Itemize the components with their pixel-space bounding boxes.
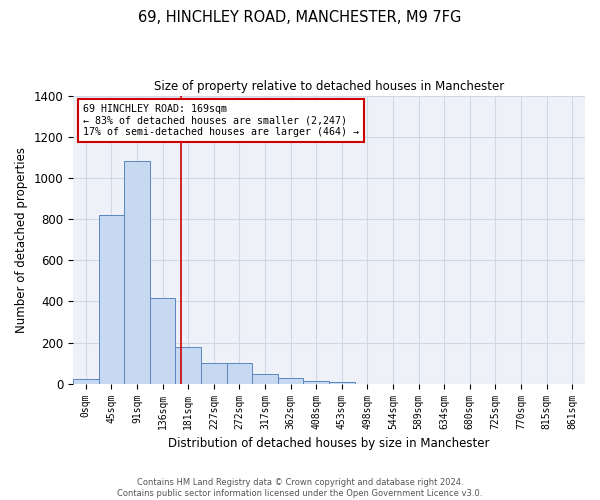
Bar (252, 374, 278, 384)
Bar (98, 215, 124, 384)
Bar (278, 378, 304, 384)
Bar (201, 363, 227, 384)
Bar (304, 380, 329, 384)
Bar (150, 298, 175, 384)
Bar (175, 346, 201, 384)
Y-axis label: Number of detached properties: Number of detached properties (15, 146, 28, 332)
Bar (124, 162, 150, 384)
Text: Contains HM Land Registry data © Crown copyright and database right 2024.
Contai: Contains HM Land Registry data © Crown c… (118, 478, 482, 498)
Text: 69 HINCHLEY ROAD: 169sqm
← 83% of detached houses are smaller (2,247)
17% of sem: 69 HINCHLEY ROAD: 169sqm ← 83% of detach… (83, 104, 359, 138)
Title: Size of property relative to detached houses in Manchester: Size of property relative to detached ho… (154, 80, 504, 93)
Bar (227, 363, 252, 384)
Bar (73, 379, 98, 384)
Text: 69, HINCHLEY ROAD, MANCHESTER, M9 7FG: 69, HINCHLEY ROAD, MANCHESTER, M9 7FG (139, 10, 461, 25)
X-axis label: Distribution of detached houses by size in Manchester: Distribution of detached houses by size … (168, 437, 490, 450)
Bar (329, 382, 355, 384)
